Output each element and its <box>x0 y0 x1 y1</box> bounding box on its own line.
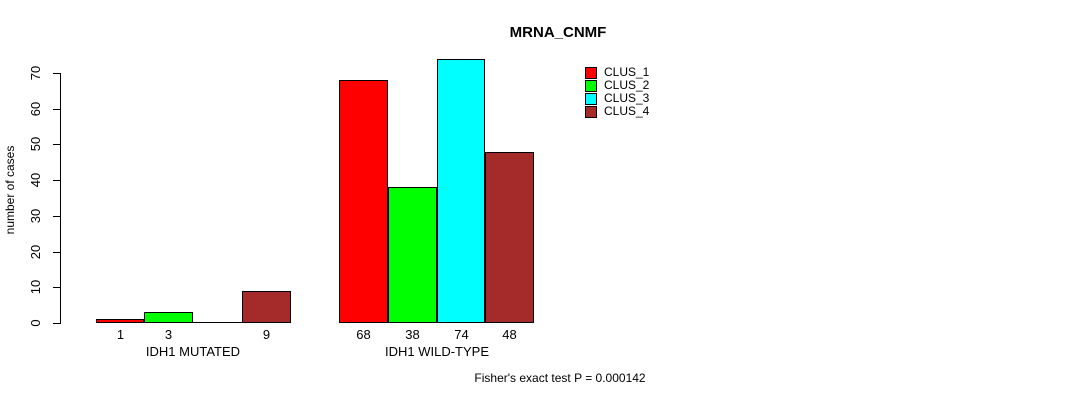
y-tick-label: 10 <box>28 279 43 295</box>
legend-swatch-clus_3 <box>585 92 597 105</box>
y-tick-label: 0 <box>28 319 43 327</box>
y-tick-label: 40 <box>28 172 43 188</box>
bar-clus_1-2 <box>339 80 388 323</box>
bar-clus_2-2 <box>388 187 437 323</box>
bar-clus_4-2 <box>485 152 534 323</box>
annotation-text: Fisher's exact test P = 0.000142 <box>474 371 646 385</box>
y-tick-label: 50 <box>28 136 43 152</box>
legend-label: CLUS_2 <box>604 78 650 92</box>
legend-label: CLUS_1 <box>604 65 650 79</box>
legend-swatch-clus_2 <box>585 79 597 92</box>
y-tick-label: 30 <box>28 208 43 224</box>
y-tick-label: 20 <box>28 244 43 260</box>
legend-item: CLUS_4 <box>585 105 649 118</box>
bar-clus_3-2 <box>437 59 485 323</box>
legend-item: CLUS_2 <box>585 79 649 92</box>
chart-title: MRNA_CNMF <box>509 24 607 41</box>
bar-value-label: 48 <box>502 327 517 342</box>
y-tick-label: 70 <box>28 65 43 81</box>
bar-value-label: 74 <box>454 327 469 342</box>
legend-item: CLUS_3 <box>585 92 649 105</box>
y-axis-line <box>60 73 61 324</box>
y-tick-mark <box>53 252 60 253</box>
y-tick-mark <box>53 144 60 145</box>
y-tick-mark <box>53 216 60 217</box>
y-tick-mark <box>53 287 60 288</box>
y-tick-label: 60 <box>28 101 43 117</box>
bar-clus_1-1 <box>96 319 144 323</box>
bar-value-label: 3 <box>164 327 173 342</box>
bar-clus_2-1 <box>144 312 193 323</box>
legend-label: CLUS_3 <box>604 91 650 105</box>
bar-value-label: 9 <box>262 327 271 342</box>
bar-value-label: 1 <box>116 327 125 342</box>
category-label: IDH1 MUTATED <box>145 344 241 359</box>
category-label: IDH1 WILD-TYPE <box>384 344 489 359</box>
y-axis-title: number of cases <box>3 145 17 235</box>
bar-clus_4-1 <box>242 291 291 323</box>
legend-swatch-clus_4 <box>585 105 597 118</box>
bar-value-label: 38 <box>405 327 420 342</box>
bar-value-label: 68 <box>356 327 371 342</box>
legend-label: CLUS_4 <box>604 104 650 118</box>
legend-swatch-clus_1 <box>585 66 597 79</box>
legend-item: CLUS_1 <box>585 66 649 79</box>
y-tick-mark <box>53 323 60 324</box>
y-tick-mark <box>53 180 60 181</box>
y-tick-mark <box>53 109 60 110</box>
y-tick-mark <box>53 73 60 74</box>
bar-clus_3-1-zero <box>193 322 242 323</box>
